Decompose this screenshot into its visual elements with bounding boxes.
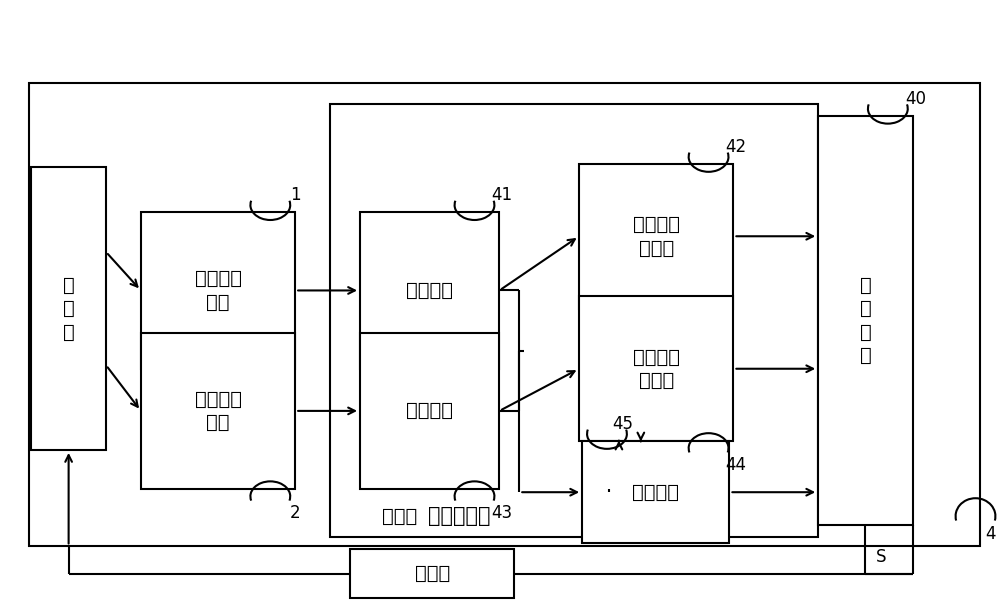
Text: 44: 44 — [725, 456, 746, 474]
Bar — [579, 164, 733, 309]
Text: 第二前端
模块: 第二前端 模块 — [195, 390, 242, 432]
Bar — [31, 167, 106, 450]
Bar — [360, 212, 499, 368]
Bar — [330, 104, 818, 537]
Text: 鉴相模块: 鉴相模块 — [632, 483, 679, 502]
Bar — [818, 116, 913, 525]
Bar — [29, 83, 980, 546]
Text: 41: 41 — [491, 186, 513, 204]
Bar — [350, 549, 514, 598]
Bar — [141, 333, 295, 489]
Text: 被
测
件: 被 测 件 — [63, 275, 74, 341]
Text: S: S — [876, 548, 886, 566]
Text: 1: 1 — [290, 186, 301, 204]
Text: 43: 43 — [491, 505, 513, 522]
Text: 数字示波器: 数字示波器 — [428, 506, 491, 526]
Text: 2: 2 — [290, 505, 301, 522]
Text: 45: 45 — [612, 415, 633, 433]
Text: 40: 40 — [905, 90, 926, 108]
Text: 第一前端
模块: 第一前端 模块 — [195, 269, 242, 312]
Bar — [360, 333, 499, 489]
Text: 信号源: 信号源 — [415, 564, 450, 583]
Text: 主
控
模
块: 主 控 模 块 — [860, 276, 871, 365]
Text: 选频模块: 选频模块 — [406, 281, 453, 300]
Bar — [582, 441, 729, 543]
Text: 4: 4 — [985, 525, 996, 543]
Bar — [579, 296, 733, 441]
Bar — [141, 212, 295, 368]
Text: 有效値检
波模块: 有效値检 波模块 — [633, 215, 680, 258]
Text: 处理器: 处理器 — [382, 507, 417, 526]
Text: 选频模块: 选频模块 — [406, 401, 453, 420]
Text: 有效値检
波模块: 有效値检 波模块 — [633, 347, 680, 390]
Text: 42: 42 — [725, 138, 747, 156]
